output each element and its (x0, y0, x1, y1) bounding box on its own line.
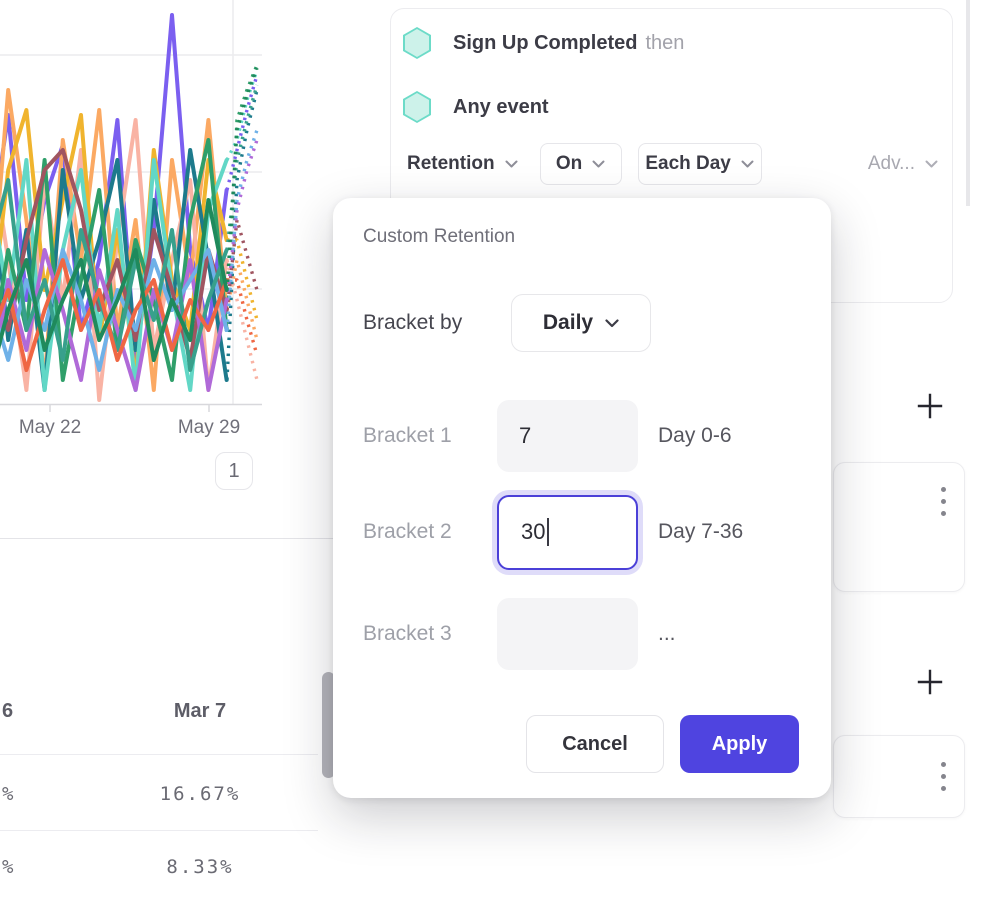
table-header-cell-mar7: Mar 7 (173, 700, 227, 722)
section-divider (0, 538, 346, 539)
chevron-down-icon (605, 318, 619, 328)
retention-interval-dropdown[interactable]: Each Day (637, 143, 762, 185)
cancel-button[interactable]: Cancel (526, 715, 664, 773)
dropdown-label: Retention (407, 153, 495, 174)
text-cursor (547, 518, 550, 546)
event-hexagon-icon (403, 91, 431, 123)
advanced-dropdown[interactable]: Adv... (865, 143, 940, 185)
chevron-down-icon (925, 160, 938, 168)
bracket-3-input[interactable] (497, 598, 638, 670)
event-name: Sign Up Completed (453, 31, 638, 54)
bracket-range-label: Day 0-6 (658, 424, 732, 447)
bracket-row-focused: Bracket 2 30 Day 7-36 (363, 494, 743, 570)
bracket-input-value: 7 (519, 423, 532, 448)
bracket-label: Bracket 3 (363, 622, 452, 645)
plus-icon (916, 668, 944, 699)
bracket-by-dropdown[interactable]: Daily (511, 294, 651, 352)
bracket-label: Bracket 2 (363, 520, 452, 543)
table-row-divider (0, 830, 318, 831)
event-hexagon-icon (403, 27, 431, 59)
right-rail-card[interactable] (833, 735, 965, 818)
bracket-input-value: 30 (521, 519, 546, 544)
table-row-divider (0, 754, 318, 755)
retention-type-dropdown[interactable]: Retention (403, 143, 522, 185)
event-suffix: then (645, 31, 685, 54)
x-axis-tick-label: May 29 (177, 417, 241, 438)
kebab-menu-icon[interactable] (931, 487, 955, 516)
modal-footer: Cancel Apply (526, 715, 799, 773)
retention-on-dropdown[interactable]: On (539, 143, 622, 185)
chevron-down-icon (741, 160, 754, 168)
table-scrollbar-thumb[interactable] (322, 672, 335, 778)
bracket-row: Bracket 3 ... (363, 596, 676, 672)
bracket-2-input[interactable]: 30 (497, 494, 638, 570)
table-cell-partial: % (2, 783, 16, 805)
panel-scrollbar-track[interactable] (966, 0, 970, 206)
bracket-label: Bracket 1 (363, 424, 452, 447)
chevron-down-icon (592, 160, 605, 168)
bracket-by-label: Bracket by (363, 311, 463, 334)
modal-title: Custom Retention (363, 226, 516, 247)
chevron-down-icon (505, 160, 518, 168)
bracket-range-label: Day 7-36 (658, 520, 744, 543)
dropdown-label: Daily (542, 311, 594, 334)
right-rail-card[interactable] (833, 462, 965, 592)
table-cell-value: 16.67% (159, 783, 241, 805)
add-section-button[interactable] (915, 392, 945, 422)
custom-retention-modal: Custom Retention Bracket by Daily Bracke… (333, 198, 831, 798)
pagination-page-button[interactable]: 1 (215, 452, 253, 490)
bracket-row: Bracket 1 7 Day 0-6 (363, 398, 732, 474)
bracket-range-label: ... (658, 622, 676, 645)
table-cell-partial: % (2, 856, 16, 878)
bracket-1-input[interactable]: 7 (497, 400, 638, 472)
kebab-menu-icon[interactable] (931, 762, 955, 791)
table-cell-value: 8.33% (166, 856, 234, 878)
add-section-button[interactable] (915, 668, 945, 698)
bracket-by-row: Bracket by Daily (363, 294, 651, 352)
event-name: Any event (453, 95, 549, 118)
retention-line-chart (0, 0, 262, 412)
table-header-cell-partial: 6 (2, 700, 14, 722)
query-step-first-event[interactable]: Sign Up Completed then (403, 26, 684, 60)
dropdown-label: On (555, 153, 583, 174)
plus-icon (916, 392, 944, 423)
dropdown-label: Adv... (867, 153, 915, 174)
dropdown-label: Each Day (645, 153, 731, 174)
apply-button[interactable]: Apply (680, 715, 799, 773)
x-axis-tick-label: May 22 (18, 417, 82, 438)
query-controls-row: Retention On Each Day Adv... (403, 143, 940, 185)
query-step-return-event[interactable]: Any event (403, 90, 557, 124)
